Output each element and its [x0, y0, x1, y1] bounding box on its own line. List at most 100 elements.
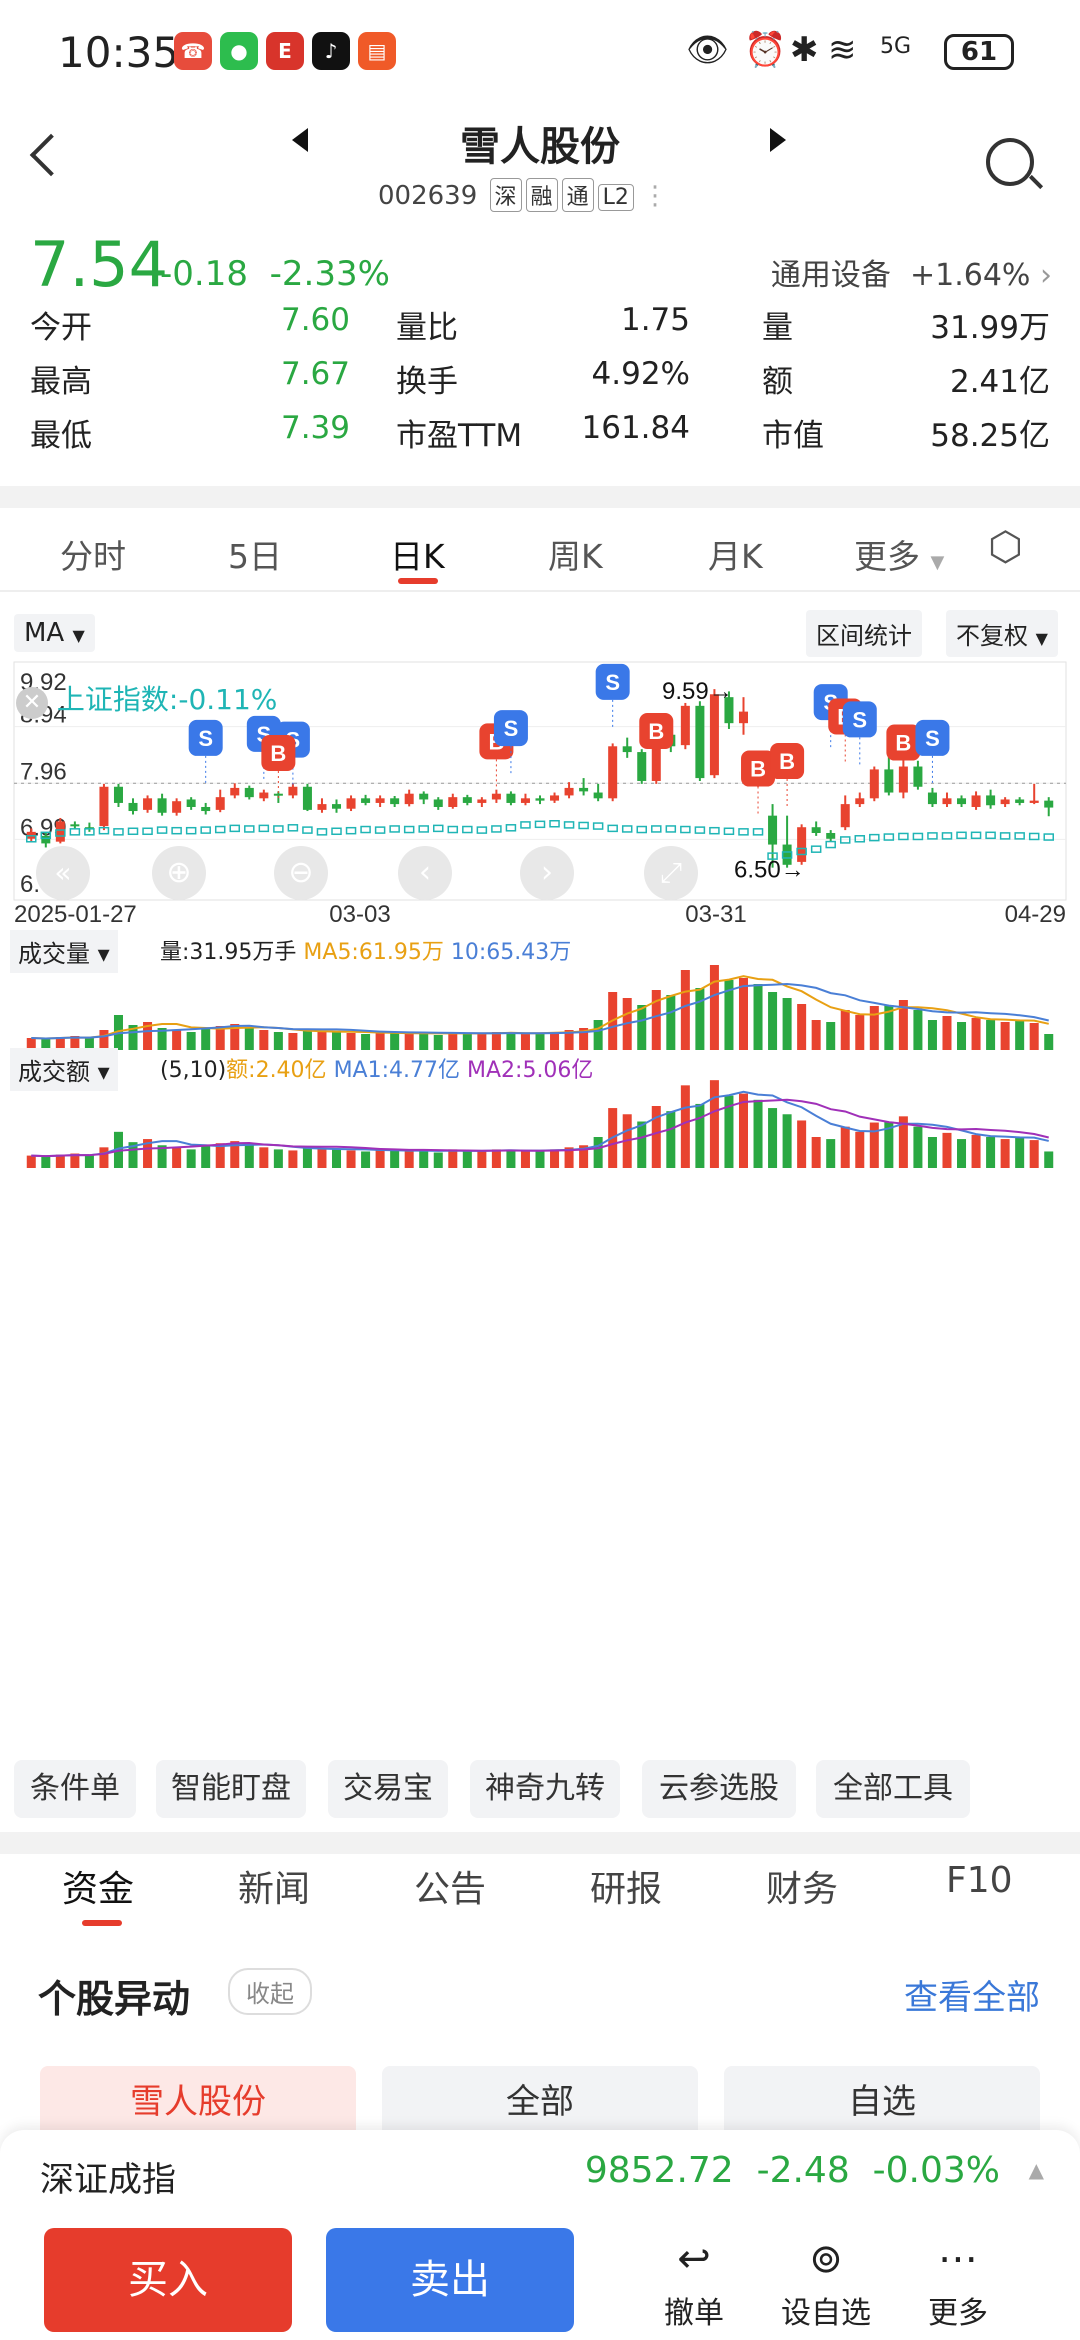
amount-selector[interactable]: 成交额 ▾ [10, 1048, 118, 1091]
zoom-out-icon[interactable]: ⊖ [274, 846, 328, 900]
tool-magic-nine[interactable]: 神奇九转 [470, 1760, 620, 1818]
volume-bar [244, 1028, 254, 1050]
index-candle [113, 828, 124, 836]
tool-conditional-order[interactable]: 条件单 [14, 1760, 136, 1818]
tool-smart-monitor[interactable]: 智能盯盘 [156, 1760, 306, 1818]
cancel-order-label: 撤单 [664, 2296, 724, 2331]
index-compare[interactable]: ✕ 上证指数:-0.11% [16, 678, 277, 719]
trade-marker [639, 712, 674, 749]
index-candle [621, 825, 633, 833]
volume-bar [346, 1033, 356, 1050]
collapse-button[interactable]: 收起 [228, 1968, 312, 2015]
tab-f10[interactable]: F10 [946, 1860, 1013, 1901]
sector-link[interactable]: 通用设备 +1.64% › [770, 258, 1052, 293]
cancel-order-icon: ↩ [677, 2236, 711, 2282]
ma-selector[interactable]: MA ▼ [14, 614, 95, 652]
high-annotation: 9.59→ [662, 678, 733, 705]
index-candle [316, 828, 328, 836]
candle-body [898, 766, 908, 793]
stock-name: 雪人股份 [460, 124, 620, 170]
amount-bar [971, 1134, 981, 1168]
next-stock-icon[interactable] [770, 128, 786, 152]
amount-bar [361, 1151, 371, 1168]
tab-capital[interactable]: 资金 [62, 1869, 135, 1910]
amount-bar [172, 1147, 182, 1168]
buy-button[interactable]: 买入 [44, 2228, 292, 2332]
index-candle [781, 851, 793, 859]
amount-bar [201, 1145, 211, 1168]
tab-monthly-k[interactable]: 月K [708, 537, 763, 576]
close-icon[interactable]: ✕ [16, 687, 48, 719]
volume-bar [390, 1032, 400, 1050]
candle-body [782, 844, 792, 865]
candle-body [986, 795, 996, 806]
amount-bar [419, 1150, 429, 1168]
amount-bar [637, 1121, 647, 1168]
fullscreen-icon[interactable]: ⤢ [644, 846, 698, 900]
scroll-left-icon[interactable]: ‹ [398, 846, 452, 900]
tab-intraday[interactable]: 分时 [60, 537, 126, 576]
index-candle [244, 825, 255, 833]
index-candle [970, 831, 982, 840]
cancel-order-button[interactable]: ↩ 撤单 [644, 2230, 744, 2332]
kline-chart[interactable]: 9.928.947.966.996.019.59→6.50→2025-01-27… [0, 600, 1080, 1780]
tab-finance[interactable]: 财务 [766, 1869, 839, 1910]
segment-watchlist[interactable]: 自选 [724, 2066, 1040, 2138]
battery-icon: 61 [944, 34, 1014, 70]
tab-5day[interactable]: 5日 [228, 537, 282, 576]
tag-l2: L2 [597, 184, 634, 211]
stat-volume: 31.99万 [930, 310, 1050, 346]
rewind-icon[interactable]: « [36, 846, 90, 900]
trade-marker [741, 750, 776, 787]
tab-research[interactable]: 研报 [590, 1869, 663, 1910]
volume-bar [433, 1035, 443, 1050]
amount-label: 成交额 [18, 1058, 90, 1086]
tab-more[interactable]: 更多 ▼ [854, 537, 945, 576]
more-button[interactable]: ⋯ 更多 [908, 2230, 1008, 2332]
index-candle [752, 828, 764, 836]
tab-news[interactable]: 新闻 [238, 1869, 311, 1910]
index-candle [912, 832, 924, 841]
index-candle [142, 827, 153, 836]
adjust-selector[interactable]: 不复权 ▼ [946, 610, 1058, 657]
volume-bar [26, 1038, 36, 1050]
tool-trade-treasure[interactable]: 交易宝 [328, 1760, 448, 1818]
stat-open: 7.60 [280, 302, 350, 338]
quote-panel: 7.54 -0.18 -2.33% 通用设备 +1.64% › 今开 7.60 … [0, 220, 1080, 480]
amount-bar [855, 1131, 865, 1168]
prev-stock-icon[interactable] [292, 128, 308, 152]
volume-bar [230, 1024, 240, 1050]
view-all-link[interactable]: 查看全部 [904, 1978, 1040, 2018]
zoom-in-icon[interactable]: ⊕ [152, 846, 206, 900]
index-quote[interactable]: 9852.72 -2.48 -0.03% [585, 2150, 1000, 2191]
candle-body [884, 769, 894, 793]
tab-weekly-k[interactable]: 周K [548, 537, 603, 576]
segment-all[interactable]: 全部 [382, 2066, 698, 2138]
candle-body [244, 787, 254, 798]
scroll-right-icon[interactable]: › [520, 846, 574, 900]
volume-info: 量:31.95万手 [160, 940, 297, 965]
sell-button[interactable]: 卖出 [326, 2228, 574, 2332]
tab-announcements[interactable]: 公告 [414, 1869, 487, 1910]
more-dots-icon[interactable]: ⋮ [642, 181, 669, 211]
volume-bar [826, 1022, 836, 1050]
volume-selector[interactable]: 成交量 ▾ [10, 930, 118, 973]
index-candle [636, 825, 648, 834]
trade-marker-label: B [895, 731, 911, 756]
tool-all[interactable]: 全部工具 [816, 1760, 970, 1818]
settings-icon[interactable]: ⬡ [988, 524, 1023, 570]
chart-period-tabs: 分时 5日 日K 周K 月K 更多 ▼ ⬡ [0, 512, 1080, 592]
segment-stock[interactable]: 雪人股份 [40, 2066, 356, 2138]
tool-cloud-pick[interactable]: 云参选股 [642, 1760, 796, 1818]
amount-ma2: MA2:5.06亿 [467, 1058, 594, 1083]
status-time: 10:35 [58, 28, 180, 77]
range-stats-button[interactable]: 区间统计 [806, 610, 922, 657]
search-icon[interactable] [986, 138, 1034, 186]
volume-bar [332, 1032, 342, 1050]
index-candle [69, 828, 81, 836]
tab-daily-k[interactable]: 日K [390, 537, 445, 576]
add-watch-button[interactable]: ⊚ 设自选 [776, 2230, 876, 2332]
volume-bar [593, 1020, 603, 1050]
expand-icon[interactable]: ▲ [1028, 2158, 1044, 2182]
index-candle [418, 825, 429, 833]
